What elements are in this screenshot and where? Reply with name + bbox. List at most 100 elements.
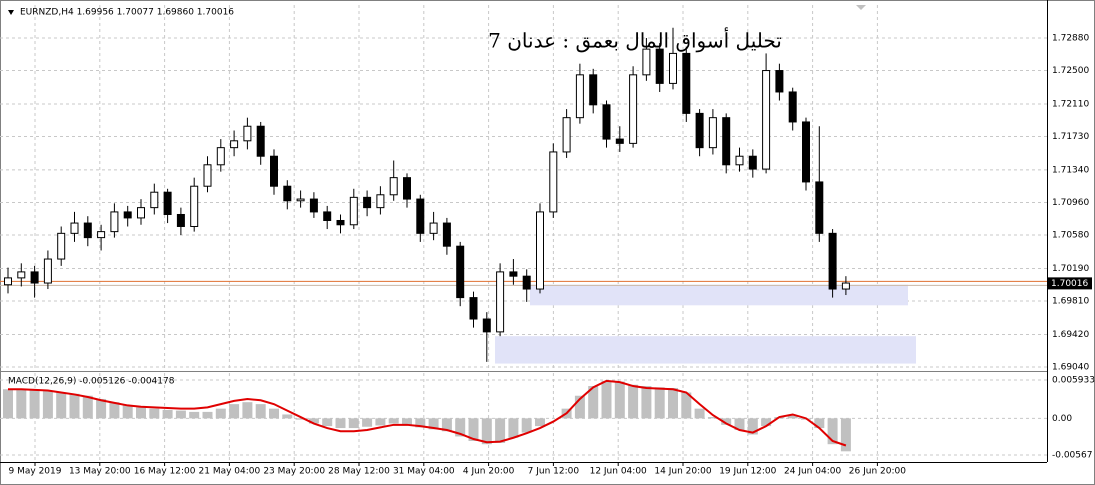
candle-body [429,222,438,234]
candle-body [336,219,345,226]
y-tick-label: 0.00 [1052,414,1072,424]
price-zone [530,284,908,306]
macd-bar [481,418,492,445]
macd-bar [840,418,851,452]
candle-body [642,48,651,76]
candle-body [270,155,278,187]
x-tick-label: 24 Jun 04:00 [784,467,841,477]
candle-body [828,232,837,290]
x-tick-label: 7 Jun 12:00 [528,467,580,477]
candle-body [30,271,39,284]
macd-bar [574,395,585,419]
macd-bar [535,418,545,427]
chart-title: تحليل أسواق المال بعمق : عدنان 7 [488,27,782,53]
macd-bar [388,418,399,424]
macd-bar [375,418,386,426]
macd-bar [441,418,452,432]
macd-bar [614,381,625,419]
candle-body [389,177,398,196]
macd-bar [255,404,266,419]
macd-bar [175,410,186,419]
macd-bar [29,389,40,419]
candle-body [17,271,26,279]
y-tick-label: 1.69040 [1052,363,1089,373]
macd-bar [269,408,279,419]
current-price-label: 1.70016 [1051,279,1088,289]
x-tick-label: 26 Jun 20:00 [849,467,906,477]
macd-bar [308,418,319,424]
candle-body [509,271,518,277]
macd-bar [402,418,412,425]
macd-bar [601,380,612,419]
macd-bar [694,408,705,419]
menu-arrow[interactable] [8,10,14,15]
candle-body [748,155,757,170]
candle-body [815,181,824,234]
macd-bar [109,402,120,419]
macd-bar [56,392,67,419]
x-tick-label: 9 May 2019 [9,467,62,477]
candle-body [296,198,305,202]
candle-body [230,140,239,149]
candle-body [602,104,611,140]
candle-body [629,74,638,144]
candle-body [575,74,584,119]
x-tick-label: 21 May 04:00 [199,467,261,477]
candle-body [615,138,624,144]
candle-body [243,125,252,142]
y-tick-label: 1.70960 [1052,198,1089,208]
macd-bar [814,418,825,429]
macd-bar [787,415,798,419]
macd-bar [508,418,519,438]
candle-body [496,271,505,333]
y-tick-label: 1.70580 [1052,231,1089,241]
y-tick-label: 1.69420 [1052,330,1089,340]
macd-bar [668,387,678,419]
macd-bar [242,402,253,419]
macd-bar [149,408,160,419]
candle-body [4,277,12,286]
macd-bar [468,418,479,441]
candle-body [722,117,731,166]
candle-body [163,191,172,215]
chart-header: EURNZD,H4 1.69956 1.70077 1.69860 1.7001… [20,8,234,18]
candle-body [456,245,465,299]
macd-bar [136,407,146,419]
y-tick-label: -0.00567 [1052,450,1092,460]
candle-body [669,52,677,84]
y-tick-label: 1.71340 [1052,165,1089,175]
x-tick-label: 23 May 20:00 [263,467,325,477]
candle-body [216,147,225,166]
macd-bar [229,404,240,419]
candle-body [57,232,66,260]
macd-bar [202,411,213,419]
candle-body [309,198,318,213]
candle-body [775,70,784,93]
candle-body [562,117,571,153]
macd-bar [415,418,426,428]
macd-bar [654,387,665,419]
candle-body [349,196,358,226]
x-tick-label: 14 Jun 20:00 [654,467,711,477]
macd-bar [734,418,745,430]
macd-bar [721,418,732,425]
macd-bar [495,418,506,443]
macd-bar [189,411,200,419]
y-tick-label: 1.72110 [1052,99,1089,109]
candle-body [802,121,810,183]
candle-body [482,318,491,333]
macd-bar [295,418,306,420]
candle-body [83,222,92,239]
macd-bar [322,418,333,427]
macd-bar [335,418,346,429]
macd-bar [827,418,838,445]
candle-body [682,52,691,114]
candle-body [762,70,771,170]
candle-body [256,125,265,157]
x-tick-label: 28 May 12:00 [328,467,390,477]
candle-body [695,112,704,149]
candle-body [589,74,598,106]
macd-bar [707,417,718,419]
scroll-marker [856,5,866,10]
x-tick-label: 19 Jun 12:00 [719,467,776,477]
